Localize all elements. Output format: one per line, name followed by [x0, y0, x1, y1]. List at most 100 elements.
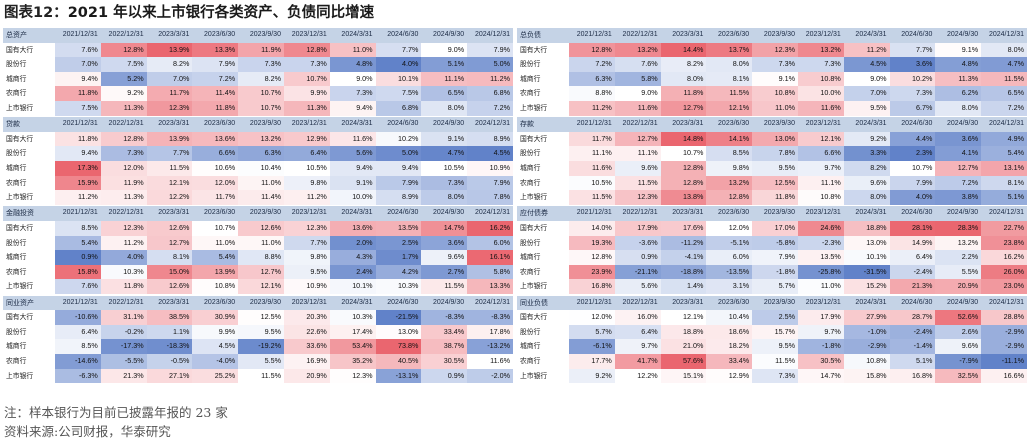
data-cell: 0.9%	[55, 250, 101, 265]
data-cell: 10.4%	[706, 310, 753, 325]
data-cell: 12.8%	[660, 160, 707, 176]
column-header: 2022/12/31	[100, 117, 147, 132]
table-row: 国有大行 11.8% 12.8% 13.9% 13.6% 13.2% 12.9% 11.6% 1…	[3, 131, 513, 147]
table-row: 农商行 23.9% -21.1% -18.8% -13.5% -1.8% -25.8% -31…	[517, 264, 1027, 280]
data-cell: 11.6%	[569, 160, 615, 176]
data-cell: 3.1%	[706, 279, 753, 294]
data-cell: 10.7%	[192, 220, 239, 236]
data-cell: 4.7%	[421, 146, 468, 161]
data-cell: 13.2%	[935, 235, 982, 251]
data-cell: 2.2%	[935, 250, 982, 265]
data-cell: -13.1%	[375, 368, 422, 384]
column-header: 2023/9/30	[238, 206, 284, 221]
data-cell: 5.8%	[614, 71, 661, 87]
data-cell: -4.1%	[660, 250, 707, 265]
data-cell: 5.4%	[55, 235, 101, 251]
data-cell: 14.8%	[660, 131, 707, 147]
data-cell: 10.8%	[752, 86, 798, 101]
data-cell: -2.4%	[889, 324, 936, 340]
data-cell: -19.2%	[238, 339, 284, 354]
data-cell: 9.7%	[797, 324, 844, 340]
data-cell: 11.2%	[569, 100, 615, 116]
data-cell: 8.2%	[843, 160, 890, 176]
data-cell: 11.1%	[614, 146, 661, 161]
data-cell: 9.1%	[752, 71, 798, 87]
column-header: 2021/12/31	[55, 117, 101, 132]
data-cell: 6.6%	[192, 146, 239, 161]
data-cell: 11.0%	[238, 175, 284, 191]
data-cell: 12.6%	[146, 220, 193, 236]
column-header: 2023/6/30	[192, 206, 239, 221]
data-cell: 2.0%	[329, 235, 376, 251]
data-cell: 12.8%	[706, 190, 753, 205]
column-header: 2024/6/30	[889, 295, 936, 311]
data-cell: 10.7%	[660, 146, 707, 161]
figure-title: 图表12：2021 年以来上市银行各类资产、负债同比增速	[4, 3, 374, 23]
data-cell: 10.8%	[843, 353, 890, 369]
column-header: 2023/6/30	[706, 117, 753, 132]
header-row: 同业资产 2021/12/31 2022/12/31 2023/3/31 2023/6/…	[3, 295, 513, 311]
data-cell: 12.7%	[935, 160, 982, 176]
data-cell: 11.8%	[660, 86, 707, 101]
data-cell: 7.5%	[55, 100, 101, 116]
column-header: 2024/12/31	[467, 117, 513, 132]
data-cell: 52.6%	[935, 310, 982, 325]
row-label: 股份行	[517, 146, 569, 161]
data-cell: 6.4%	[889, 250, 936, 265]
column-header: 2024/12/31	[981, 117, 1027, 132]
data-cell: 22.6%	[283, 324, 330, 340]
row-label: 上市银行	[3, 279, 55, 294]
column-header: 2023/3/31	[146, 117, 193, 132]
data-cell: 5.5%	[935, 264, 982, 280]
column-header: 2023/9/30	[752, 117, 798, 132]
data-cell: 18.8%	[843, 220, 890, 236]
data-cell: 4.4%	[889, 131, 936, 147]
data-cell: -10.6%	[55, 310, 101, 325]
column-header: 2023/9/30	[238, 117, 284, 132]
data-cell: 3.3%	[843, 146, 890, 161]
data-cell: 11.3%	[100, 190, 147, 205]
data-cell: -1.0%	[843, 324, 890, 340]
column-header: 2023/12/31	[283, 295, 330, 311]
data-cell: 10.8%	[797, 190, 844, 205]
data-cell: 27.1%	[146, 368, 193, 384]
data-cell: 2.7%	[421, 264, 468, 280]
table-row: 上市银行 7.6% 11.8% 12.6% 10.8% 12.1% 10.9% 10.1% 10…	[3, 279, 513, 294]
data-cell: 7.2%	[981, 100, 1027, 116]
data-cell: 5.2%	[100, 71, 147, 87]
data-cell: 8.2%	[238, 71, 284, 87]
header-row: 应付债券 2021/12/31 2022/12/31 2023/3/31 2023/6/…	[517, 206, 1027, 221]
data-cell: 9.5%	[752, 339, 798, 354]
data-cell: 13.6%	[329, 220, 376, 236]
table-row: 农商行 8.8% 9.0% 11.8% 11.5% 10.8% 10.0% 7.0% 7.3% 6…	[517, 86, 1027, 101]
data-cell: 13.3%	[192, 42, 239, 58]
section-title: 贷款	[3, 117, 55, 132]
data-cell: 10.1%	[329, 279, 376, 294]
data-cell: 10.2%	[375, 131, 422, 147]
column-header: 2024/6/30	[375, 117, 422, 132]
data-cell: 12.2%	[614, 368, 661, 384]
table-row: 股份行 5.7% 6.4% 18.8% 18.6% 15.7% 9.7% -1.0% -2.4%…	[517, 324, 1027, 340]
column-header: 2024/3/31	[329, 295, 376, 311]
data-cell: 10.0%	[797, 86, 844, 101]
data-cell: 14.7%	[797, 368, 844, 384]
column-header: 2023/6/30	[192, 295, 239, 311]
data-cell: 12.8%	[569, 250, 615, 265]
table-row: 股份行 6.4% -0.2% 1.1% 9.9% 9.5% 22.6% 17.4% 13.0% 3…	[3, 324, 513, 340]
data-cell: 28.1%	[889, 220, 936, 236]
data-cell: 10.9%	[283, 279, 330, 294]
header-row: 同业负债 2021/12/31 2022/12/31 2023/3/31 2023/6/…	[517, 295, 1027, 311]
data-cell: 11.5%	[569, 190, 615, 205]
table-row: 城商行 9.4% 5.2% 7.0% 7.2% 8.2% 10.7% 9.0% 10.1% 11.…	[3, 71, 513, 87]
data-cell: 11.2%	[283, 190, 330, 205]
data-cell: 3.8%	[935, 190, 982, 205]
data-cell: 11.5%	[706, 86, 753, 101]
column-header: 2022/12/31	[614, 28, 661, 43]
table-row: 股份行 7.2% 7.6% 8.2% 8.0% 7.3% 7.3% 4.5% 3.6% 4.8% 4…	[517, 57, 1027, 72]
data-cell: -2.3%	[797, 235, 844, 251]
data-cell: 13.2%	[238, 131, 284, 147]
row-label: 城商行	[517, 71, 569, 87]
data-cell: -4.0%	[192, 353, 239, 369]
data-cell: 7.3%	[752, 368, 798, 384]
data-cell: 4.7%	[981, 57, 1027, 72]
